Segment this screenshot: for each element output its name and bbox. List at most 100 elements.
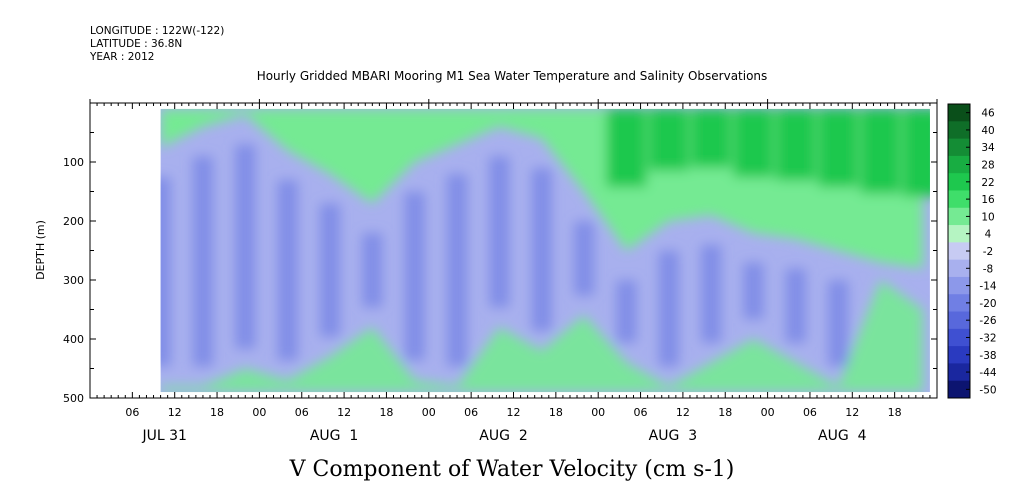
colorbar-swatch — [948, 242, 970, 261]
y-tick-label: 500 — [63, 392, 84, 405]
x-hour-label: 06 — [295, 406, 309, 419]
colorbar-label: 22 — [981, 177, 994, 189]
colorbar-swatch — [948, 276, 970, 295]
colorbar-label: -8 — [983, 263, 993, 275]
x-hour-label: 18 — [718, 406, 732, 419]
colorbar-label: 4 — [985, 229, 992, 241]
x-hour-label: 18 — [549, 406, 563, 419]
x-hour-label: 18 — [210, 406, 224, 419]
heatmap-blend — [160, 108, 930, 393]
negative-core — [404, 192, 425, 361]
colorbar-label: -26 — [979, 315, 996, 327]
x-hour-label: 00 — [252, 406, 266, 419]
positive-core — [691, 108, 732, 168]
positive-region — [160, 108, 923, 269]
negative-core — [277, 180, 298, 361]
colorbar-swatch — [948, 311, 970, 330]
negative-core — [574, 221, 595, 296]
colorbar-swatch — [948, 155, 970, 174]
colorbar-label: -2 — [983, 246, 993, 258]
positive-core — [818, 108, 859, 187]
negative-core — [319, 203, 340, 337]
colorbar-label: -44 — [979, 367, 996, 379]
negative-core — [531, 168, 552, 331]
colorbar-swatch — [948, 190, 970, 209]
x-hour-label: 06 — [634, 406, 648, 419]
x-date-label: AUG 4 — [818, 428, 867, 444]
colorbar-label: 34 — [981, 142, 995, 154]
x-hour-label: 12 — [337, 406, 351, 419]
negative-core — [235, 144, 256, 349]
colorbar-swatch — [948, 207, 970, 226]
y-tick-label: 100 — [63, 156, 84, 169]
x-hour-label: 12 — [507, 406, 521, 419]
colorbar-swatch — [948, 363, 970, 382]
positive-core — [733, 108, 774, 178]
positive-core — [775, 108, 816, 181]
x-hour-label: 00 — [591, 406, 605, 419]
negative-core — [701, 245, 722, 343]
x-date-label: JUL 31 — [141, 428, 186, 444]
y-ticks: 100 200 300 400 500 — [63, 102, 937, 405]
y-tick-label: 400 — [63, 333, 84, 346]
colorbar-swatch — [948, 346, 970, 364]
colorbar-label: 46 — [981, 108, 995, 120]
latitude-label: LATITUDE : 36.8N — [90, 38, 182, 50]
negative-core — [447, 174, 468, 367]
x-hour-label: 12 — [845, 406, 859, 419]
colorbar-swatch — [948, 328, 970, 347]
x-hour-label: 18 — [379, 406, 393, 419]
chart-title: Hourly Gridded MBARI Mooring M1 Sea Wate… — [257, 69, 768, 83]
heatmap-field — [160, 108, 930, 393]
x-hour-label: 12 — [676, 406, 690, 419]
positive-core — [606, 108, 647, 187]
x-hour-label: 06 — [125, 406, 139, 419]
y-tick-label: 200 — [63, 215, 84, 228]
colorbar-label: 28 — [981, 160, 994, 172]
x-hour-label: 06 — [803, 406, 817, 419]
colorbar-swatch — [948, 259, 970, 278]
longitude-label: LONGITUDE : 122W(-122) — [90, 25, 224, 37]
x-hour-label: 18 — [888, 406, 902, 419]
colorbar-swatch — [948, 225, 970, 243]
positive-core — [860, 108, 901, 194]
x-date-label: AUG 3 — [649, 428, 697, 444]
negative-core — [743, 262, 764, 319]
colorbar-label: 16 — [981, 194, 995, 206]
negative-core — [616, 280, 637, 343]
colorbar-swatch — [948, 173, 970, 191]
variable-label: V Component of Water Velocity (cm s-1) — [289, 457, 735, 482]
colorbar: 46 40 34 28 22 16 10 4 -2 -8 -14 -20 -26 -32 -38 -44 -50 — [947, 103, 997, 399]
negative-core — [160, 177, 171, 367]
colorbar-swatch — [948, 138, 970, 157]
x-hour-label: 06 — [464, 406, 478, 419]
x-hour-label: 00 — [761, 406, 775, 419]
x-date-label: AUG 1 — [310, 428, 358, 444]
year-label: YEAR : 2012 — [89, 51, 154, 63]
colorbar-swatch — [948, 380, 970, 399]
negative-core — [658, 251, 679, 367]
x-date-label: AUG 2 — [479, 428, 527, 444]
x-ticks: 06 12 18 00 06 12 18 00 06 12 18 00 06 12 18 00 06 12 18 JU… — [89, 99, 938, 444]
colorbar-label: -38 — [979, 350, 996, 362]
colorbar-label: -50 — [979, 384, 996, 396]
plot-area: 06 12 18 00 06 12 18 00 06 12 18 00 06 12 18 00 06 12 18 JU… — [63, 99, 938, 444]
negative-core — [489, 156, 510, 308]
x-hour-label: 12 — [168, 406, 182, 419]
colorbar-swatch — [948, 121, 970, 140]
colorbar-label: -32 — [979, 332, 996, 344]
negative-core — [828, 280, 849, 367]
positive-bottom-region — [160, 280, 923, 393]
positive-core — [902, 108, 930, 197]
colorbar-swatch — [948, 104, 970, 122]
colorbar-label: 10 — [981, 211, 994, 223]
positive-core — [648, 108, 689, 171]
x-hour-label: 00 — [422, 406, 436, 419]
colorbar-label: -14 — [979, 281, 996, 293]
negative-core — [192, 156, 213, 367]
negative-core — [362, 233, 383, 308]
negative-core — [785, 268, 806, 343]
colorbar-label: -20 — [979, 298, 996, 310]
y-tick-label: 300 — [63, 274, 84, 287]
